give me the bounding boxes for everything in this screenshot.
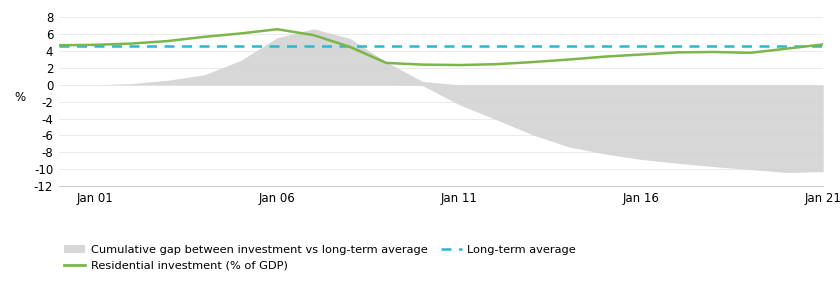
Y-axis label: %: % <box>14 91 25 104</box>
Legend: Cumulative gap between investment vs long-term average, Residential investment (: Cumulative gap between investment vs lon… <box>65 245 576 271</box>
